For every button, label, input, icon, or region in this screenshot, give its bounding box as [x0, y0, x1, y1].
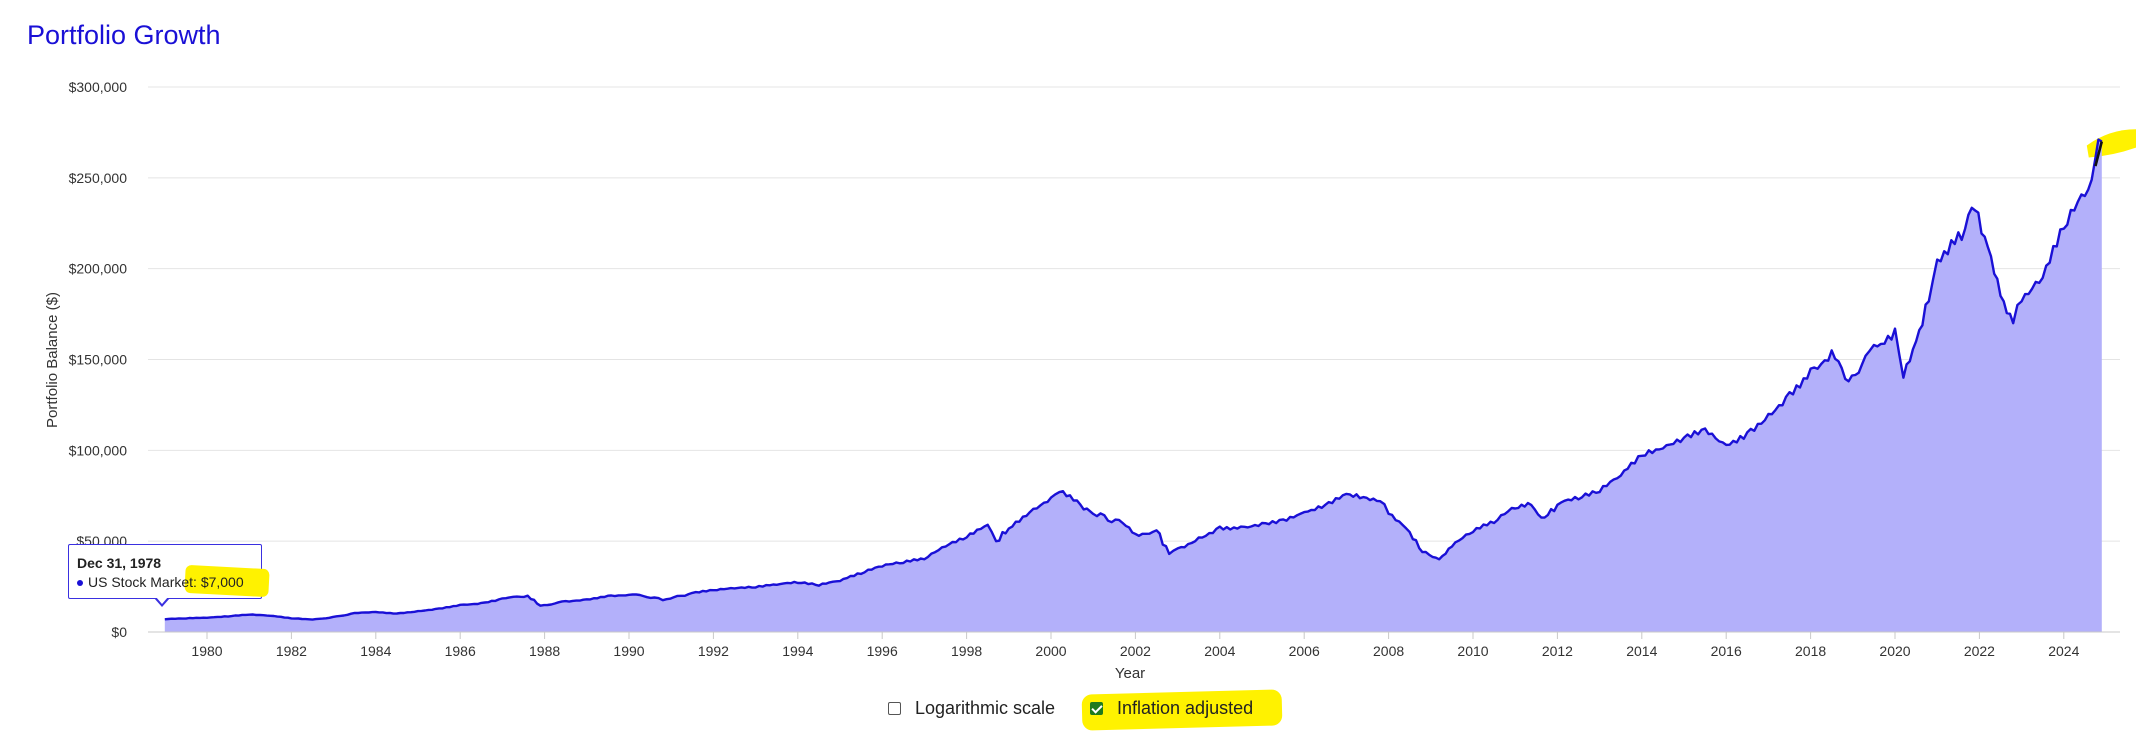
x-tick-label: 2024 — [2048, 643, 2079, 659]
chart-controls: Logarithmic scale Inflation adjusted — [0, 689, 2136, 731]
end-highlight-mark — [2086, 129, 2136, 158]
x-tick-label: 1988 — [529, 643, 560, 659]
y-tick-label: $0 — [111, 624, 127, 640]
log-scale-checkbox[interactable] — [888, 702, 901, 715]
x-tick-label: 2016 — [1711, 643, 1742, 659]
chart-title: Portfolio Growth — [27, 20, 221, 50]
x-tick-label: 2000 — [1035, 643, 1066, 659]
tooltip-arrow-inner — [156, 597, 168, 604]
x-tick-label: 1986 — [445, 643, 476, 659]
x-tick-label: 2018 — [1795, 643, 1826, 659]
tooltip-value-row: US Stock Market: $7,000 — [77, 574, 244, 590]
x-tick-label: 2012 — [1542, 643, 1573, 659]
data-tooltip: Dec 31, 1978 US Stock Market: $7,000 — [68, 544, 270, 599]
x-axis-label: Year — [1115, 665, 1145, 682]
tooltip-date: Dec 31, 1978 — [77, 555, 162, 571]
x-tick-label: 2004 — [1204, 643, 1235, 659]
x-tick-label: 1996 — [867, 643, 898, 659]
gridlines — [148, 86, 2120, 542]
x-tick-label: 1994 — [782, 643, 813, 659]
log-scale-label: Logarithmic scale — [915, 698, 1056, 718]
x-tick-label: 1990 — [613, 643, 644, 659]
tooltip-value: $7,000 — [200, 574, 244, 590]
x-tick-label: 1998 — [951, 643, 982, 659]
y-tick-label: $300,000 — [69, 79, 128, 95]
y-tick-label: $250,000 — [69, 170, 128, 186]
x-tick-label: 2002 — [1120, 643, 1151, 659]
inflation-adjusted-checkbox[interactable] — [1090, 702, 1103, 715]
y-axis-ticks: $0$50,000$100,000$150,000$200,000$250,00… — [69, 79, 128, 640]
portfolio-area-fill — [164, 139, 2102, 632]
portfolio-line — [164, 138, 2103, 621]
portfolio-growth-chart: $0$50,000$100,000$150,000$200,000$250,00… — [44, 79, 2136, 682]
portfolio-end-segment — [2094, 141, 2104, 167]
log-scale-option[interactable]: Logarithmic scale — [888, 698, 1055, 719]
x-tick-label: 2020 — [1879, 643, 1910, 659]
x-tick-label: 2014 — [1626, 643, 1657, 659]
x-tick-label: 2010 — [1457, 643, 1488, 659]
x-tick-label: 1980 — [191, 643, 222, 659]
x-tick-label: 2008 — [1373, 643, 1404, 659]
x-tick-label: 1984 — [360, 643, 391, 659]
x-axis-ticks: 1980 1982 1984 1986 1988 1990 1992 1994 1996 1998… — [191, 632, 2080, 659]
y-tick-label: $150,000 — [69, 352, 128, 368]
x-tick-label: 2006 — [1289, 643, 1320, 659]
x-tick-label: 1982 — [276, 643, 307, 659]
y-axis-label: Portfolio Balance ($) — [44, 292, 61, 428]
tooltip-series-name: US Stock Market — [88, 574, 194, 590]
y-tick-label: $200,000 — [69, 261, 128, 277]
inflation-adjusted-label: Inflation adjusted — [1117, 698, 1254, 718]
y-tick-label: $100,000 — [69, 442, 128, 458]
x-tick-label: 2022 — [1964, 643, 1995, 659]
x-tick-label: 1992 — [698, 643, 729, 659]
series-dot-icon — [77, 580, 83, 587]
inflation-adjusted-option[interactable]: Inflation adjusted — [1090, 698, 1253, 719]
